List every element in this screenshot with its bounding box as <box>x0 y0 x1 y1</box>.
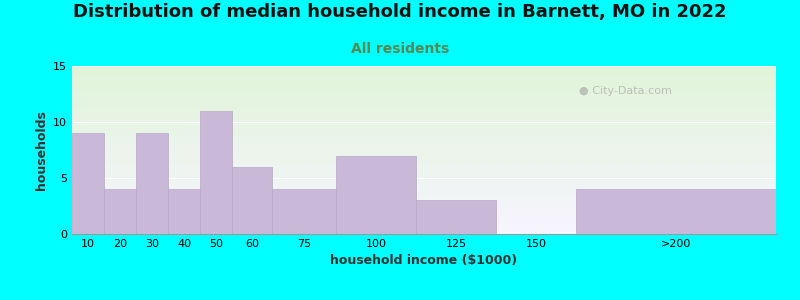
Bar <box>72 133 104 234</box>
Text: Distribution of median household income in Barnett, MO in 2022: Distribution of median household income … <box>74 3 726 21</box>
Text: All residents: All residents <box>351 42 449 56</box>
Bar <box>104 189 136 234</box>
Text: ● City-Data.com: ● City-Data.com <box>579 86 672 96</box>
Bar <box>200 111 232 234</box>
Bar <box>232 167 272 234</box>
Bar <box>168 189 200 234</box>
X-axis label: household income ($1000): household income ($1000) <box>330 254 518 267</box>
Bar <box>336 156 416 234</box>
Bar <box>416 200 496 234</box>
Y-axis label: households: households <box>34 110 47 190</box>
Bar <box>576 189 776 234</box>
Bar <box>136 133 168 234</box>
Bar <box>272 189 336 234</box>
